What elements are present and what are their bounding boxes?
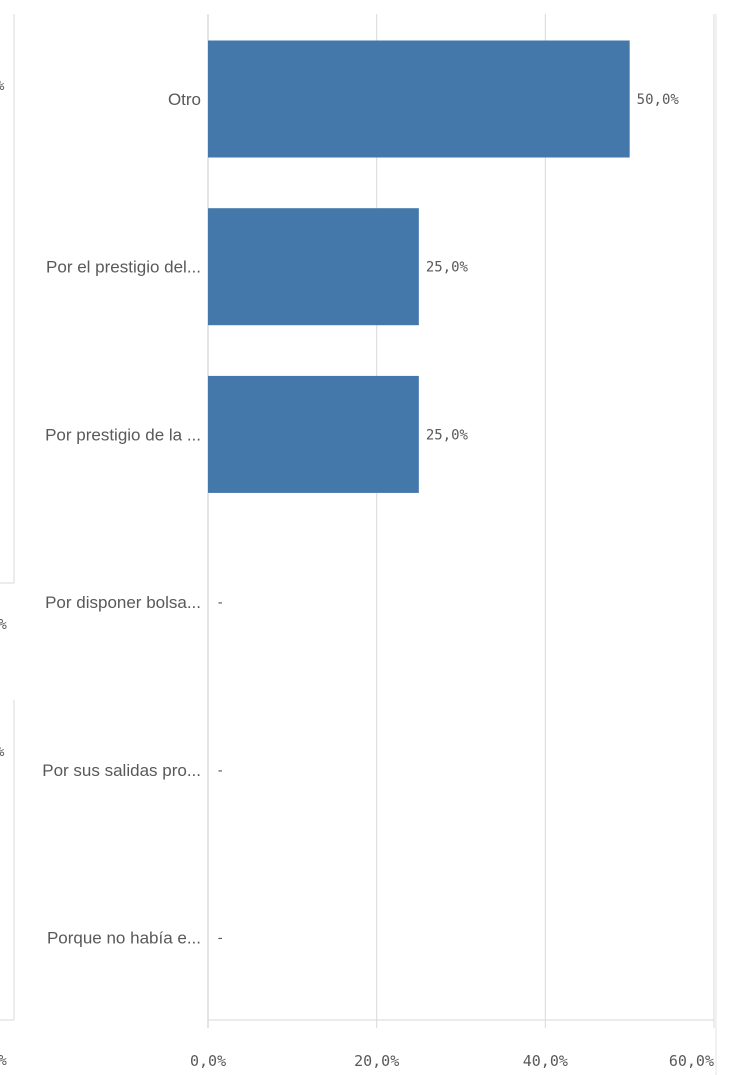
gridlines: [208, 14, 714, 1028]
category-label: Por el prestigio del...: [46, 258, 201, 277]
data-label: -: [216, 595, 224, 611]
x-tick-label: 40,0%: [523, 1052, 568, 1070]
data-label: 25,0%: [426, 260, 469, 276]
left-panel-fragment-label: 0%: [0, 617, 7, 633]
left-panel-fragment-label: %: [0, 78, 5, 94]
data-label: 50,0%: [637, 92, 680, 108]
bar[interactable]: [208, 376, 419, 493]
left-panel-fragment-label: 0%: [0, 1053, 7, 1069]
data-label: 25,0%: [426, 427, 469, 443]
x-tick-label: 60,0%: [669, 1052, 714, 1070]
left-panel-fragment-label: %: [0, 744, 5, 760]
bar[interactable]: [208, 208, 419, 325]
category-label: Por prestigio de la ...: [45, 425, 201, 444]
left-panel-fragment: % 0% % 0%: [0, 14, 14, 1069]
category-label: Porque no había e...: [47, 929, 201, 948]
x-axis: 0,0% 20,0% 40,0% 60,0%: [190, 1020, 714, 1070]
bars: Otro 50,0% Por el prestigio del... 25,0% Por…: [42, 41, 679, 948]
category-label: Por sus salidas pro...: [42, 761, 201, 780]
bar[interactable]: [208, 41, 630, 158]
x-tick-label: 20,0%: [354, 1052, 399, 1070]
category-label: Por disponer bolsa...: [45, 593, 201, 612]
data-label: -: [216, 763, 224, 779]
x-tick-label: 0,0%: [190, 1052, 226, 1070]
data-label: -: [216, 931, 224, 947]
category-label: Otro: [168, 90, 201, 109]
